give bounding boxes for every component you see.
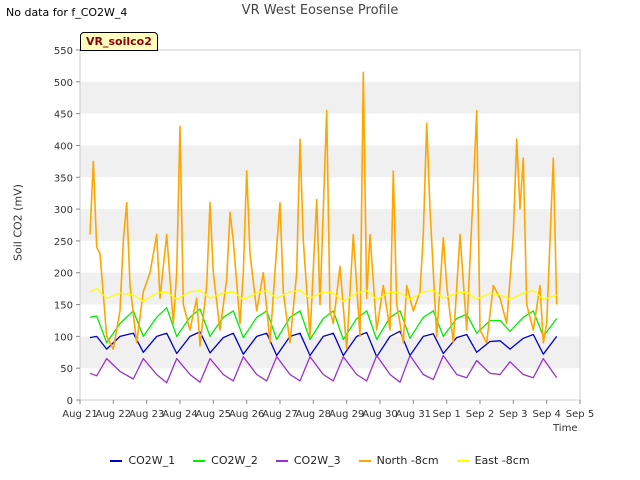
x-tick-label: Aug 26 (229, 409, 264, 420)
legend: CO2W_1 CO2W_2 CO2W_3 North -8cm East -8cm (0, 454, 640, 467)
x-tick-label: Sep 2 (466, 409, 494, 420)
x-tick-label: Aug 27 (262, 409, 297, 420)
x-tick-label: Aug 25 (196, 409, 231, 420)
x-tick-label: Sep 4 (532, 409, 560, 420)
grid-band (80, 81, 580, 114)
grid-band (80, 209, 580, 241)
legend-item: CO2W_1 (110, 454, 175, 467)
site-badge: VR_soilco2 (80, 32, 158, 51)
legend-label: CO2W_1 (128, 454, 176, 467)
x-tick-label: Sep 1 (432, 409, 460, 420)
y-tick-label: 400 (54, 141, 73, 152)
series-line-co2w-1 (89, 330, 558, 358)
legend-item: CO2W_3 (275, 454, 341, 467)
legend-swatch (358, 459, 371, 462)
y-tick-label: 0 (67, 396, 73, 407)
y-tick-label: 150 (54, 301, 73, 312)
x-tick-label: Aug 21 (62, 409, 97, 420)
series-line-east-8cm (89, 287, 557, 303)
legend-label: CO2W_2 (211, 454, 258, 467)
y-tick-label: 500 (54, 78, 73, 89)
legend-label: East -8cm (474, 454, 530, 467)
x-tick-label: Sep 5 (566, 409, 594, 420)
grid-band (80, 336, 580, 369)
series-line-co2w-2 (89, 307, 558, 344)
legend-swatch (275, 459, 288, 462)
y-tick-label: 300 (54, 205, 73, 216)
chart-title: VR West Eosense Profile (241, 3, 399, 18)
x-tick-label: Aug 24 (162, 409, 197, 420)
x-tick-label: Aug 23 (129, 409, 164, 420)
legend-swatch (193, 459, 206, 462)
series-line-co2w-3 (89, 354, 558, 384)
legend-item: North -8cm (358, 454, 439, 467)
legend-swatch (110, 459, 123, 462)
plot-frame (79, 49, 581, 401)
x-axis-label: Time (553, 423, 578, 434)
legend-label: North -8cm (376, 454, 439, 467)
legend-swatch (456, 459, 469, 462)
grid-band (80, 145, 580, 178)
x-tick-label: Sep 3 (499, 409, 527, 420)
y-tick-label: 450 (54, 110, 73, 121)
x-tick-label: Aug 22 (96, 409, 131, 420)
y-tick-label: 50 (60, 364, 73, 375)
y-tick-label: 250 (54, 237, 73, 248)
x-tick-label: Aug 31 (396, 409, 431, 420)
no-data-note: No data for f_CO2W_4 (6, 6, 128, 19)
x-tick-label: Aug 29 (329, 409, 364, 420)
series-line-north-8cm (89, 71, 558, 350)
legend-item: East -8cm (456, 454, 530, 467)
y-tick-label: 100 (54, 332, 73, 343)
y-tick-label: 550 (54, 46, 73, 57)
y-tick-label: 350 (54, 173, 73, 184)
x-tick-label: Aug 28 (296, 409, 331, 420)
x-tick-label: Aug 30 (362, 409, 397, 420)
legend-label: CO2W_3 (293, 454, 341, 467)
y-tick-label: 200 (54, 269, 73, 280)
legend-item: CO2W_2 (193, 454, 258, 467)
